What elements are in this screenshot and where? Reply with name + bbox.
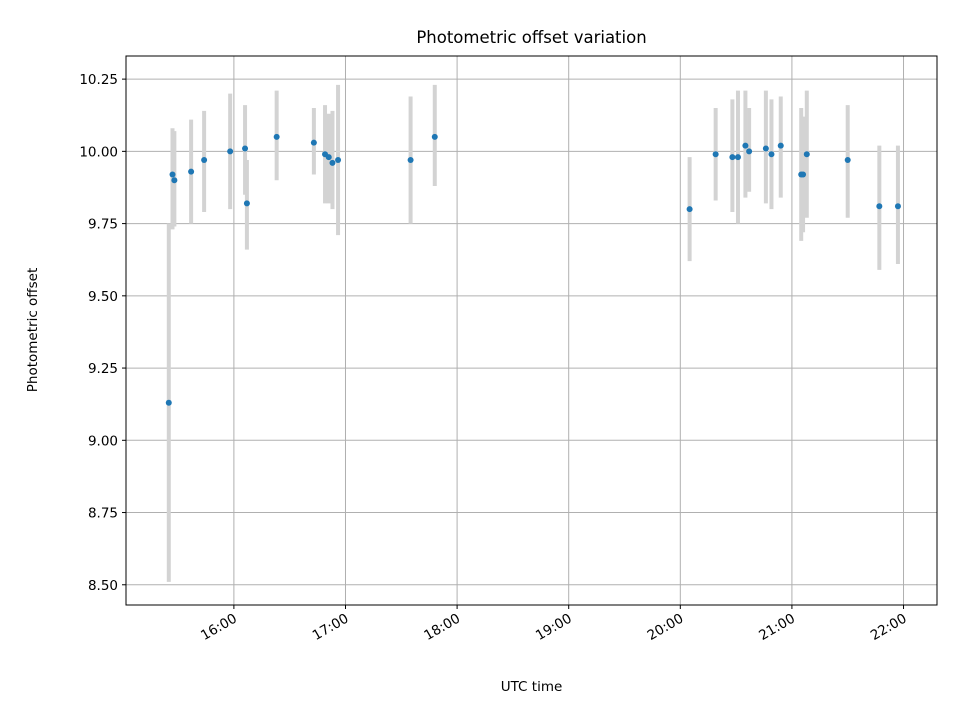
data-point [242, 145, 249, 152]
y-tick-label: 10.25 [79, 72, 118, 88]
data-point [777, 142, 784, 149]
data-point [800, 171, 807, 178]
y-tick-label: 9.75 [88, 217, 118, 233]
data-point [273, 133, 280, 140]
data-point [431, 133, 438, 140]
chart-title: Photometric offset variation [416, 28, 646, 47]
y-tick-label: 10.00 [79, 144, 118, 160]
data-point [325, 154, 332, 161]
data-points [165, 133, 901, 406]
y-axis-label: Photometric offset [25, 268, 41, 392]
data-point [188, 168, 195, 175]
grid-lines [126, 56, 937, 605]
data-point [310, 139, 317, 146]
y-tick-label: 8.75 [88, 506, 118, 522]
data-point [729, 154, 736, 161]
data-point [201, 157, 208, 164]
error-bars [166, 84, 900, 582]
data-point [876, 203, 883, 210]
data-point [227, 148, 234, 155]
data-point [686, 206, 693, 213]
data-point [768, 151, 775, 158]
data-point [803, 151, 810, 158]
data-point [742, 142, 749, 149]
data-point [329, 159, 336, 166]
x-axis-ticks: 16:00 17:00 18:00 19:00 20:00 21:00 22:00 [198, 605, 910, 644]
data-point [762, 145, 769, 152]
x-tick-label: 21:00 [756, 611, 798, 644]
y-tick-label: 9.50 [88, 289, 118, 305]
y-tick-label: 9.00 [88, 433, 118, 449]
data-point [243, 200, 250, 207]
x-tick-label: 17:00 [310, 611, 352, 644]
y-axis-ticks: 8.50 8.75 9.00 9.25 9.50 9.75 10.00 10.25 [79, 72, 126, 594]
data-point [712, 151, 719, 158]
data-point [171, 177, 178, 184]
y-tick-label: 9.25 [88, 361, 118, 377]
data-point [407, 157, 414, 164]
data-point [335, 157, 342, 164]
x-tick-label: 20:00 [645, 611, 687, 644]
x-tick-label: 22:00 [868, 611, 910, 644]
data-point [894, 203, 901, 210]
x-tick-label: 19:00 [533, 611, 575, 644]
x-tick-label: 18:00 [421, 611, 463, 644]
data-point [734, 154, 741, 161]
y-tick-label: 8.50 [88, 578, 118, 594]
data-point [165, 399, 172, 406]
x-tick-label: 16:00 [198, 611, 240, 644]
data-point [746, 148, 753, 155]
data-point [844, 157, 851, 164]
plot-frame [125, 55, 938, 606]
data-point [169, 171, 176, 178]
x-axis-label: UTC time [501, 679, 563, 695]
